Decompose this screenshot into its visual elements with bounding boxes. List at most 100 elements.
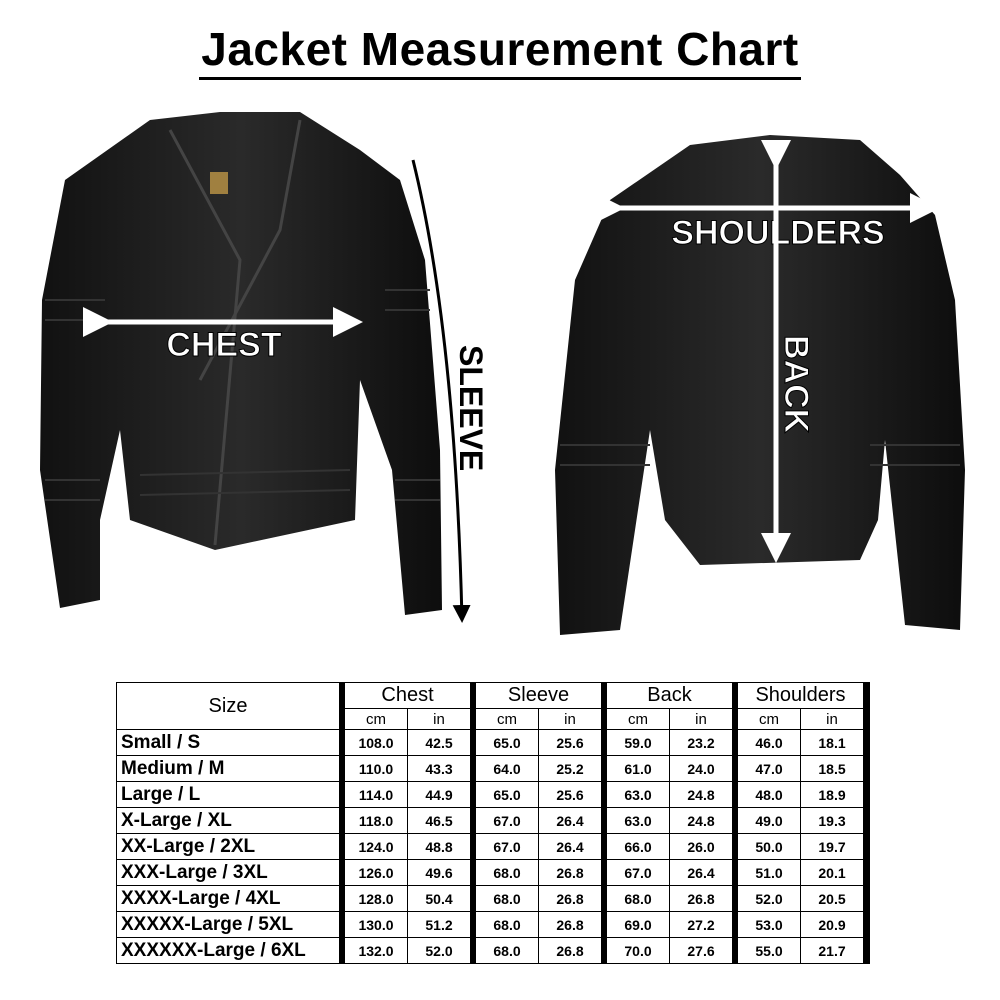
page-title: Jacket Measurement Chart (0, 22, 1000, 80)
value-cell: 61.0 (601, 755, 670, 782)
sleeve-header: Sleeve (470, 682, 605, 709)
value-cell: 46.0 (732, 729, 801, 756)
value-cell: 64.0 (470, 755, 539, 782)
value-cell: 48.8 (407, 833, 474, 860)
value-cell: 42.5 (407, 729, 474, 756)
value-cell: 108.0 (339, 729, 408, 756)
value-cell: 126.0 (339, 859, 408, 886)
value-cell: 47.0 (732, 755, 801, 782)
size-cell: Large / L (116, 781, 343, 808)
value-cell: 20.5 (800, 885, 870, 912)
value-cell: 48.0 (732, 781, 801, 808)
sleeve-arrow (411, 159, 471, 623)
size-cell: XXXXXX-Large / 6XL (116, 937, 343, 964)
value-cell: 25.6 (538, 729, 605, 756)
value-cell: 43.3 (407, 755, 474, 782)
value-cell: 50.4 (407, 885, 474, 912)
value-cell: 26.4 (669, 859, 736, 886)
jacket-illustrations: CHEST SLEEVE SHOULDERS BACK (40, 112, 965, 635)
value-cell: 24.0 (669, 755, 736, 782)
value-cell: 124.0 (339, 833, 408, 860)
value-cell: 70.0 (601, 937, 670, 964)
size-cell: XXXXX-Large / 5XL (116, 911, 343, 938)
value-cell: 27.2 (669, 911, 736, 938)
unit-header-in: in (538, 708, 605, 730)
unit-header-cm: cm (470, 708, 539, 730)
back-jacket-image (555, 135, 965, 635)
value-cell: 51.0 (732, 859, 801, 886)
value-cell: 69.0 (601, 911, 670, 938)
table-row: Small / S 108.0 42.5 65.0 25.6 59.0 23.2 46.0 18… (116, 729, 870, 756)
value-cell: 52.0 (732, 885, 801, 912)
value-cell: 26.4 (538, 807, 605, 834)
value-cell: 26.0 (669, 833, 736, 860)
size-cell: Medium / M (116, 755, 343, 782)
table-row: XXXXXX-Large / 6XL 132.0 52.0 68.0 26.8 70.0 2… (116, 937, 870, 964)
value-cell: 49.0 (732, 807, 801, 834)
value-cell: 19.7 (800, 833, 870, 860)
value-cell: 26.8 (669, 885, 736, 912)
value-cell: 53.0 (732, 911, 801, 938)
value-cell: 67.0 (601, 859, 670, 886)
size-chart-table: Size Chest Sleeve Back Shoulders cm in cm i… (116, 682, 870, 964)
front-jacket-image (40, 112, 442, 615)
value-cell: 67.0 (470, 807, 539, 834)
unit-header-in: in (407, 708, 474, 730)
table-body: Small / S 108.0 42.5 65.0 25.6 59.0 23.2 46.0 18… (116, 729, 870, 964)
size-cell: Small / S (116, 729, 343, 756)
value-cell: 55.0 (732, 937, 801, 964)
value-cell: 21.7 (800, 937, 870, 964)
unit-header-in: in (800, 708, 870, 730)
size-cell: XXXX-Large / 4XL (116, 885, 343, 912)
sleeve-label: SLEEVE (453, 345, 489, 471)
value-cell: 68.0 (470, 911, 539, 938)
unit-header-cm: cm (732, 708, 801, 730)
value-cell: 20.9 (800, 911, 870, 938)
value-cell: 26.8 (538, 937, 605, 964)
chest-label: CHEST (166, 326, 281, 364)
value-cell: 46.5 (407, 807, 474, 834)
value-cell: 25.6 (538, 781, 605, 808)
value-cell: 23.2 (669, 729, 736, 756)
value-cell: 26.8 (538, 911, 605, 938)
value-cell: 26.4 (538, 833, 605, 860)
value-cell: 132.0 (339, 937, 408, 964)
value-cell: 25.2 (538, 755, 605, 782)
value-cell: 66.0 (601, 833, 670, 860)
value-cell: 118.0 (339, 807, 408, 834)
value-cell: 20.1 (800, 859, 870, 886)
value-cell: 50.0 (732, 833, 801, 860)
value-cell: 65.0 (470, 781, 539, 808)
unit-header-cm: cm (601, 708, 670, 730)
size-header: Size (116, 682, 343, 730)
table-row: X-Large / XL 118.0 46.5 67.0 26.4 63.0 24.8 49.… (116, 807, 870, 834)
back-label: BACK (777, 335, 815, 434)
value-cell: 63.0 (601, 807, 670, 834)
value-cell: 52.0 (407, 937, 474, 964)
value-cell: 26.8 (538, 885, 605, 912)
value-cell: 27.6 (669, 937, 736, 964)
unit-header-in: in (669, 708, 736, 730)
value-cell: 68.0 (470, 859, 539, 886)
value-cell: 18.1 (800, 729, 870, 756)
value-cell: 26.8 (538, 859, 605, 886)
value-cell: 49.6 (407, 859, 474, 886)
value-cell: 24.8 (669, 807, 736, 834)
value-cell: 18.9 (800, 781, 870, 808)
value-cell: 68.0 (470, 885, 539, 912)
value-cell: 44.9 (407, 781, 474, 808)
value-cell: 24.8 (669, 781, 736, 808)
chest-header: Chest (339, 682, 474, 709)
size-cell: XX-Large / 2XL (116, 833, 343, 860)
value-cell: 68.0 (601, 885, 670, 912)
shoulders-header: Shoulders (732, 682, 870, 709)
value-cell: 51.2 (407, 911, 474, 938)
value-cell: 65.0 (470, 729, 539, 756)
value-cell: 19.3 (800, 807, 870, 834)
size-cell: XXX-Large / 3XL (116, 859, 343, 886)
value-cell: 128.0 (339, 885, 408, 912)
table-row: XX-Large / 2XL 124.0 48.8 67.0 26.4 66.0 26.0 5… (116, 833, 870, 860)
unit-header-cm: cm (339, 708, 408, 730)
value-cell: 18.5 (800, 755, 870, 782)
group-header-row: Size Chest Sleeve Back Shoulders (116, 682, 870, 730)
